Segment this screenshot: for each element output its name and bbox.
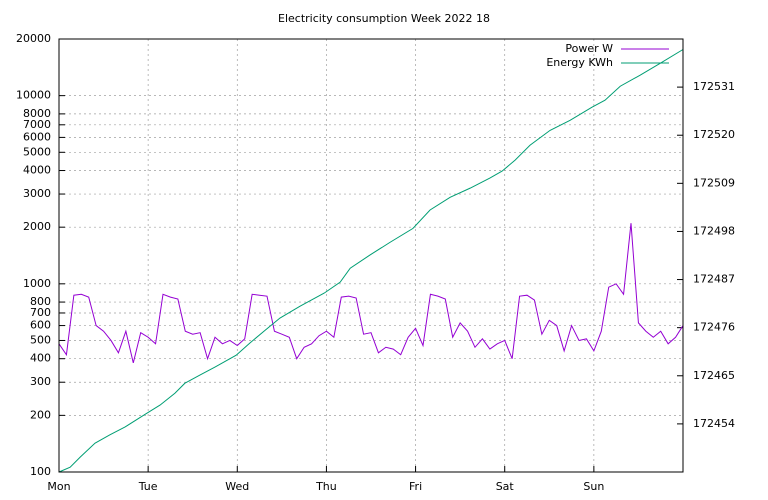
- y2-tick-label: 172465: [693, 369, 735, 382]
- y2-tick-label: 172509: [693, 176, 735, 189]
- y-tick-label: 10000: [16, 89, 51, 102]
- y-tick-label: 20000: [16, 32, 51, 45]
- y2-tick-label: 172454: [693, 417, 735, 430]
- x-tick-label: Sat: [496, 480, 515, 493]
- y-tick-label: 400: [30, 352, 51, 365]
- x-tick-label: Mon: [47, 480, 70, 493]
- plot-border: [58, 38, 684, 473]
- y2-tick-label: 172531: [693, 80, 735, 93]
- x-tick-label: Thu: [315, 480, 337, 493]
- x-tick-label: Fri: [409, 480, 422, 493]
- y-tick-label: 3000: [23, 187, 51, 200]
- y-tick-label: 500: [30, 333, 51, 346]
- y-tick-label: 100: [30, 465, 51, 478]
- y-tick-label: 800: [30, 295, 51, 308]
- y2-tick-label: 172520: [693, 128, 735, 141]
- y2-tick-label: 172498: [693, 224, 735, 237]
- legend-label: Power W: [565, 42, 613, 55]
- y-tick-label: 7000: [23, 118, 51, 131]
- y-tick-label: 8000: [23, 107, 51, 120]
- legend-label: Energy KWh: [546, 56, 613, 69]
- x-tick-label: Tue: [138, 480, 158, 493]
- chart-title: Electricity consumption Week 2022 18: [278, 12, 490, 25]
- y-tick-label: 4000: [23, 164, 51, 177]
- y2-tick-label: 172476: [693, 321, 735, 334]
- x-tick-label: Sun: [583, 480, 604, 493]
- y-tick-label: 1000: [23, 277, 51, 290]
- y2-tick-label: 172487: [693, 273, 735, 286]
- x-tick-label: Wed: [225, 480, 249, 493]
- y-tick-label: 600: [30, 319, 51, 332]
- y-tick-label: 700: [30, 306, 51, 319]
- y-tick-label: 5000: [23, 145, 51, 158]
- series-line: [58, 223, 684, 364]
- y-tick-label: 2000: [23, 220, 51, 233]
- y-tick-label: 300: [30, 375, 51, 388]
- y-tick-label: 6000: [23, 130, 51, 143]
- y-tick-label: 200: [30, 408, 51, 421]
- series-line: [58, 49, 684, 473]
